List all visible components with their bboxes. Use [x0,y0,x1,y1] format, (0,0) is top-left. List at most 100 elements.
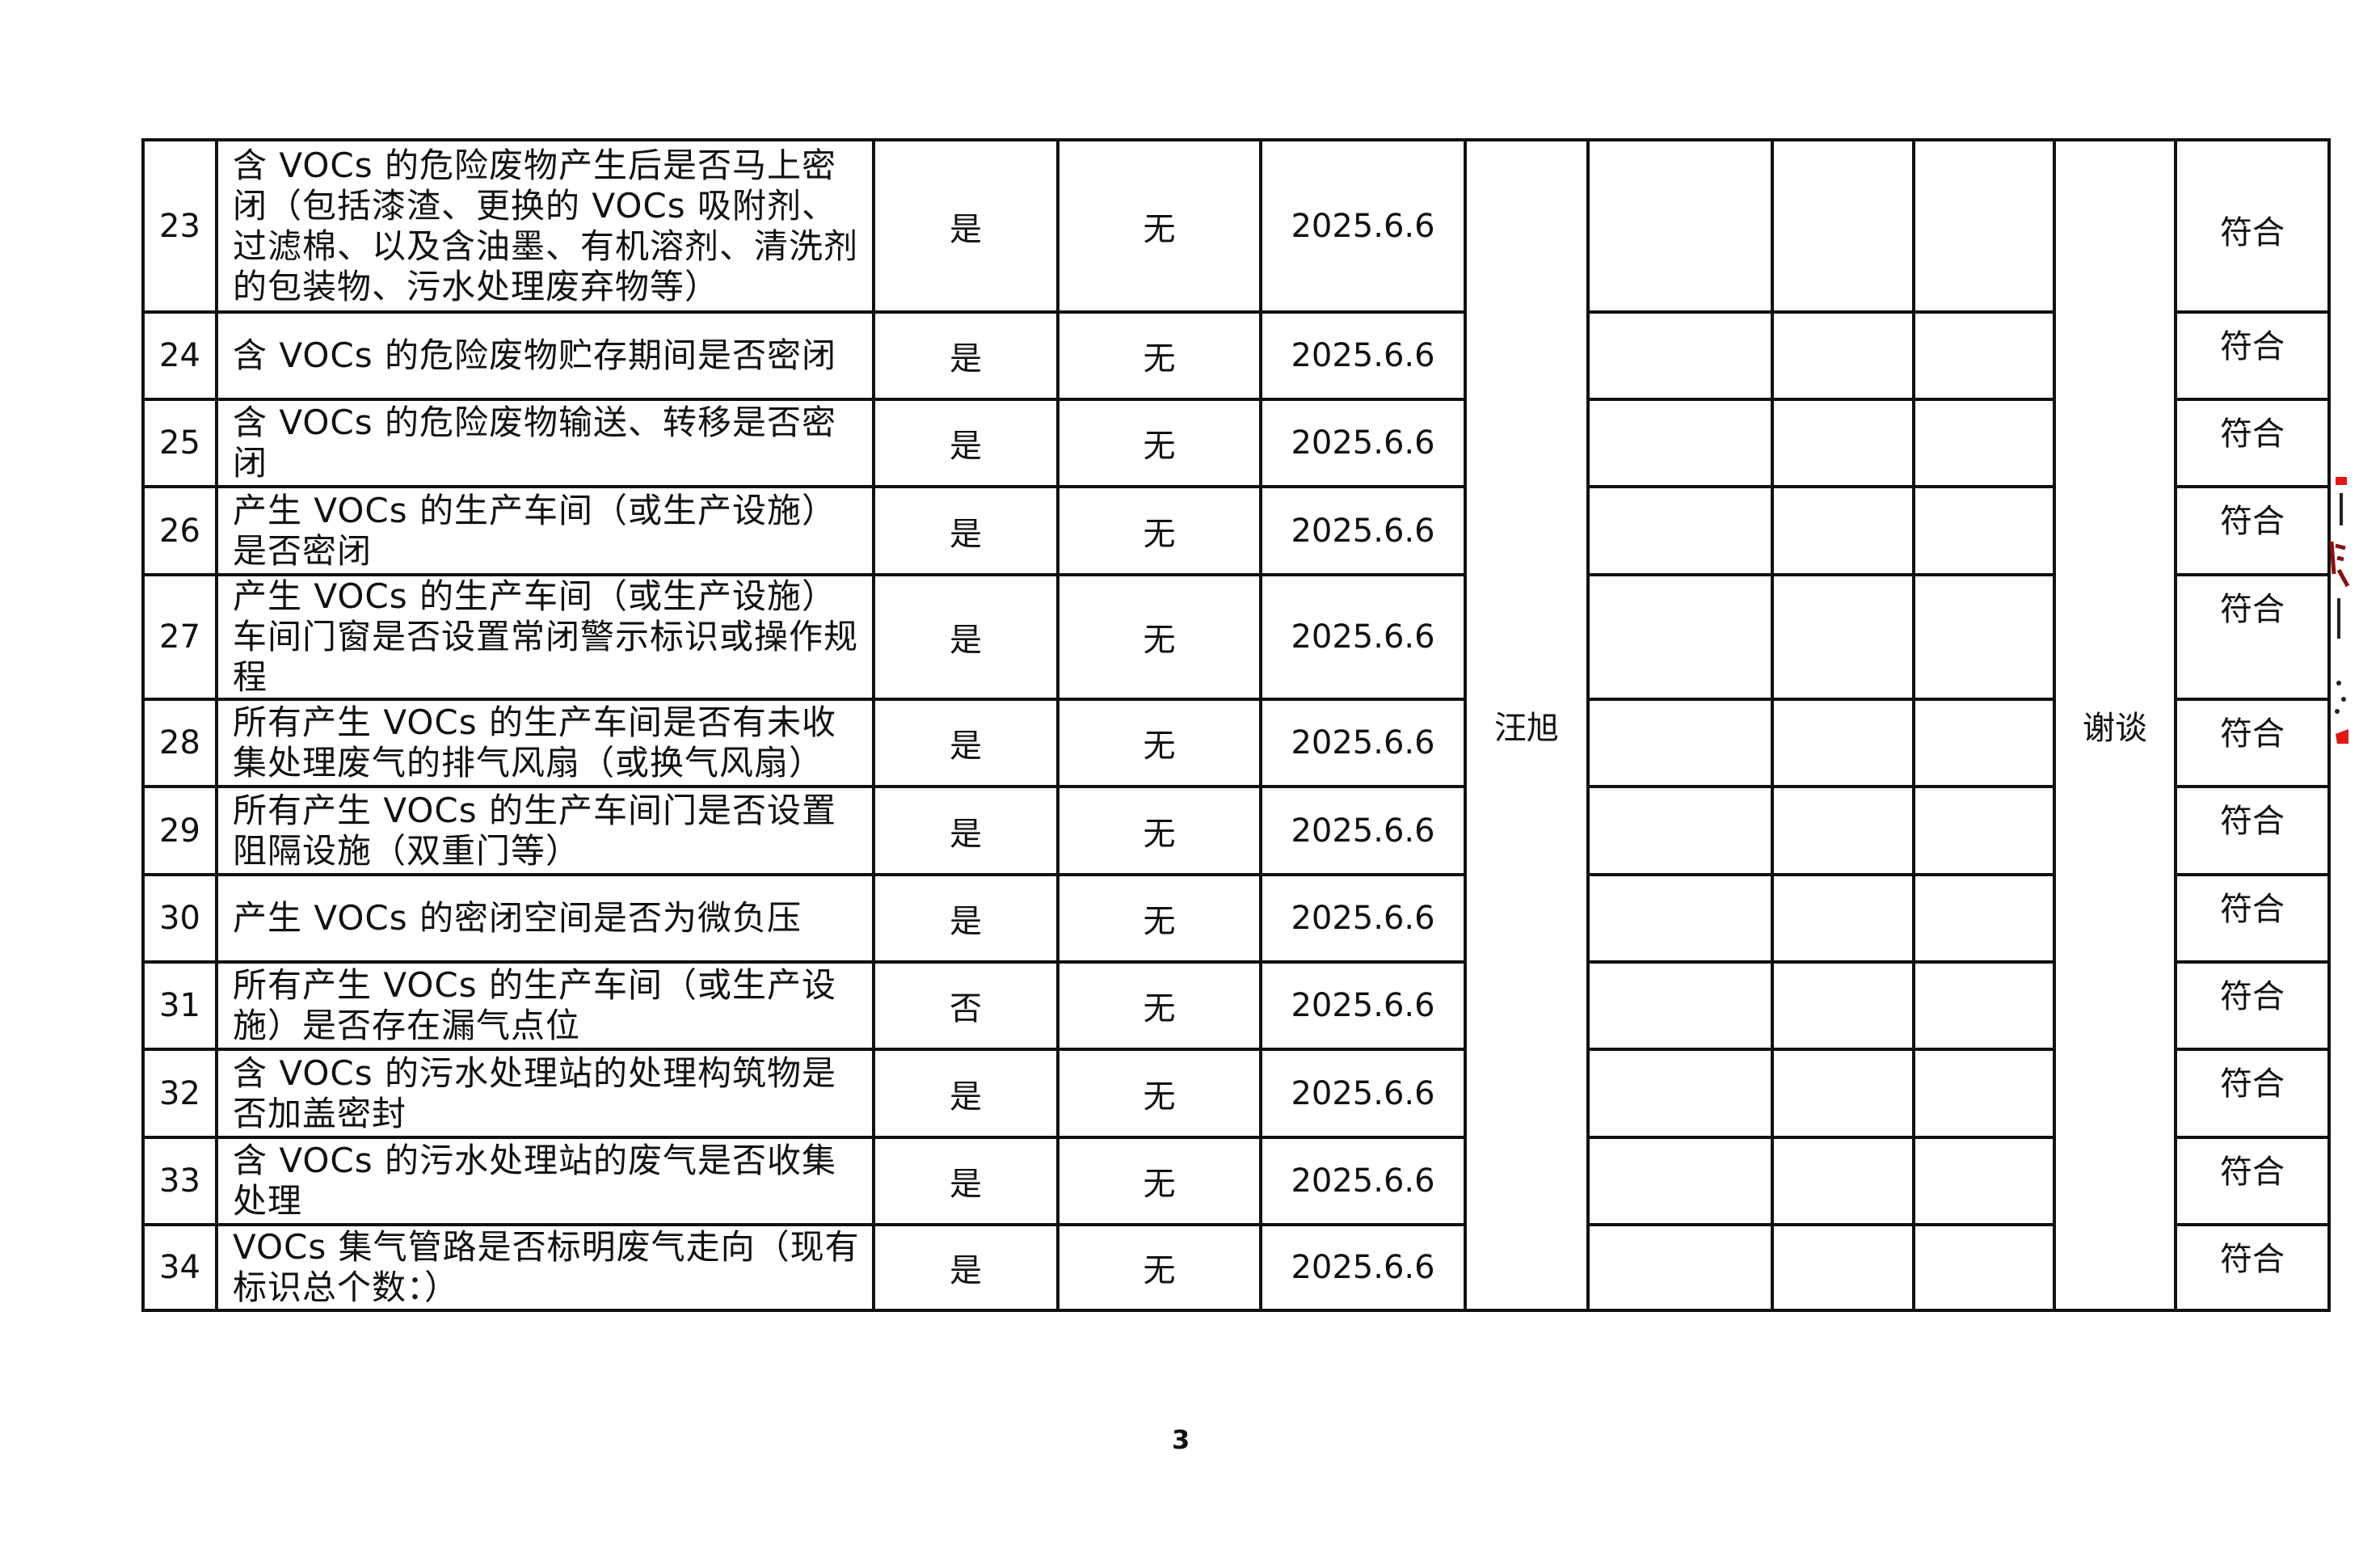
answer-cell: 是 [872,698,1059,788]
date-cell: 2025.6.6 [1259,698,1467,788]
result-cell: 符合 [2174,785,2331,876]
empty-cell [1912,398,2056,488]
empty-cell [1586,960,1774,1051]
method-cell: 谢谈 [2053,138,2177,1312]
answer-cell: 是 [872,138,1059,314]
empty-cell [1586,398,1774,488]
issue-cell: 无 [1056,1223,1262,1312]
check-item: VOCs 集气管路是否标明废气走向（现有标识总个数：） [215,1223,875,1312]
empty-cell [1586,698,1774,788]
empty-cell [1912,698,2056,788]
check-item: 产生 VOCs 的密闭空间是否为微负压 [215,873,875,964]
row-number: 23 [141,138,218,314]
issue-cell: 无 [1056,873,1262,964]
result-cell: 符合 [2174,398,2331,488]
issue-cell: 无 [1056,1136,1262,1226]
empty-cell [1912,785,2056,876]
empty-cell [1586,785,1774,876]
check-item: 所有产生 VOCs 的生产车间（或生产设施）是否存在漏气点位 [215,960,875,1051]
row-number: 32 [141,1048,218,1139]
issue-cell: 无 [1056,960,1262,1051]
issue-cell: 无 [1056,310,1262,401]
check-item: 所有产生 VOCs 的生产车间是否有未收集处理废气的排气风扇（或换气风扇） [215,698,875,788]
issue-cell: 无 [1056,785,1262,876]
seal-stamp-fragment [2329,477,2350,744]
issue-cell: 无 [1056,485,1262,576]
empty-cell [1586,1048,1774,1139]
date-cell: 2025.6.6 [1259,398,1467,488]
table-row: 29 所有产生 VOCs 的生产车间门是否设置阻隔设施（双重门等）是无 2025.6… [141,785,2331,876]
issue-cell: 无 [1056,398,1262,488]
empty-cell [1771,485,1915,576]
result-cell: 符合 [2174,485,2331,576]
empty-cell [1912,873,2056,964]
answer-cell: 是 [872,1136,1059,1226]
date-cell: 2025.6.6 [1259,873,1467,964]
empty-cell [1912,1223,2056,1312]
table-row: 24 含 VOCs 的危险废物贮存期间是否密闭是无 2025.6.6 符合 [141,310,2331,401]
empty-cell [1771,960,1915,1051]
empty-cell [1771,1048,1915,1139]
check-item: 含 VOCs 的危险废物贮存期间是否密闭 [215,310,875,401]
check-item: 产生 VOCs 的生产车间（或生产设施）车间门窗是否设置常闭警示标识或操作规程 [215,573,875,701]
check-item: 含 VOCs 的危险废物产生后是否马上密闭（包括漆渣、更换的 VOCs 吸附剂、… [215,138,875,314]
row-number: 33 [141,1136,218,1226]
check-item: 含 VOCs 的危险废物输送、转移是否密闭 [215,398,875,488]
empty-cell [1912,310,2056,401]
empty-cell [1586,573,1774,701]
empty-cell [1771,1136,1915,1226]
answer-cell: 是 [872,1223,1059,1312]
row-number: 30 [141,873,218,964]
answer-cell: 是 [872,485,1059,576]
inspector-cell: 汪旭 [1464,138,1590,1312]
answer-cell: 是 [872,573,1059,701]
issue-cell: 无 [1056,573,1262,701]
empty-cell [1771,873,1915,964]
empty-cell [1771,1223,1915,1312]
empty-cell [1586,485,1774,576]
empty-cell [1771,698,1915,788]
check-item: 所有产生 VOCs 的生产车间门是否设置阻隔设施（双重门等） [215,785,875,876]
empty-cell [1586,873,1774,964]
row-number: 25 [141,398,218,488]
result-cell: 符合 [2174,698,2331,788]
answer-cell: 是 [872,873,1059,964]
table-row: 32 含 VOCs 的污水处理站的处理构筑物是否加盖密封是无 2025.6.6 符合 [141,1048,2331,1139]
empty-cell [1912,485,2056,576]
result-cell: 符合 [2174,1223,2331,1312]
empty-cell [1586,310,1774,401]
row-number: 31 [141,960,218,1051]
date-cell: 2025.6.6 [1259,573,1467,701]
answer-cell: 是 [872,785,1059,876]
empty-cell [1912,138,2056,314]
result-cell: 符合 [2174,1136,2331,1226]
empty-cell [1771,398,1915,488]
empty-cell [1771,573,1915,701]
empty-cell [1586,1136,1774,1226]
issue-cell: 无 [1056,138,1262,314]
empty-cell [1771,138,1915,314]
issue-cell: 无 [1056,698,1262,788]
row-number: 34 [141,1223,218,1312]
empty-cell [1912,573,2056,701]
empty-cell [1771,785,1915,876]
table-row: 33 含 VOCs 的污水处理站的废气是否收集处理是无 2025.6.6 符合 [141,1136,2331,1226]
empty-cell [1771,310,1915,401]
answer-cell: 是 [872,310,1059,401]
table-row: 31 所有产生 VOCs 的生产车间（或生产设施）是否存在漏气点位否无 2025.6… [141,960,2331,1051]
check-item: 含 VOCs 的污水处理站的废气是否收集处理 [215,1136,875,1226]
result-cell: 符合 [2174,138,2331,314]
answer-cell: 是 [872,398,1059,488]
issue-cell: 无 [1056,1048,1262,1139]
row-number: 28 [141,698,218,788]
check-item: 含 VOCs 的污水处理站的处理构筑物是否加盖密封 [215,1048,875,1139]
date-cell: 2025.6.6 [1259,310,1467,401]
row-number: 26 [141,485,218,576]
empty-cell [1586,1223,1774,1312]
answer-cell: 否 [872,960,1059,1051]
table-row: 34 VOCs 集气管路是否标明废气走向（现有标识总个数：）是无 2025.6.6 符… [141,1223,2331,1312]
result-cell: 符合 [2174,573,2331,701]
date-cell: 2025.6.6 [1259,1048,1467,1139]
table-row: 28 所有产生 VOCs 的生产车间是否有未收集处理废气的排气风扇（或换气风扇）是… [141,698,2331,788]
inspection-table: 23 含 VOCs 的危险废物产生后是否马上密闭（包括漆渣、更换的 VOCs 吸附… [141,138,2331,1312]
